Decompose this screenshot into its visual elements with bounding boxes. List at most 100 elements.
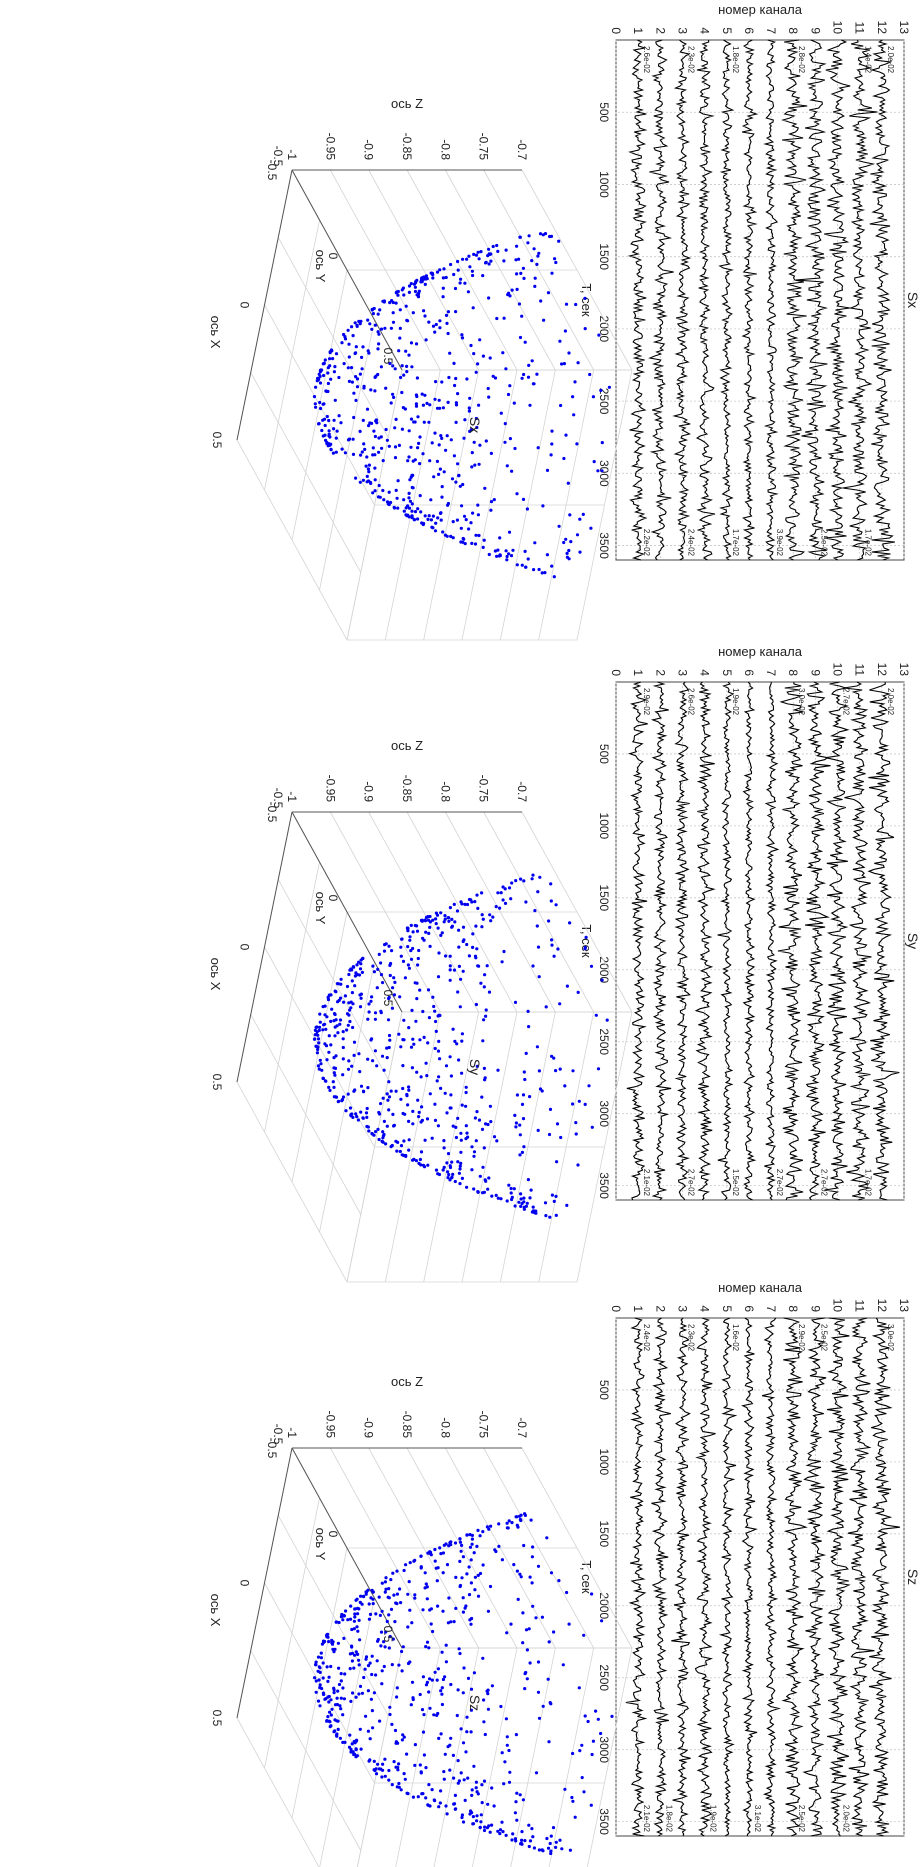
scatter-point xyxy=(503,887,507,891)
scatter-point xyxy=(369,1037,374,1041)
scatter-point xyxy=(507,530,512,534)
scatter-point xyxy=(373,466,377,470)
scatter-point xyxy=(500,960,504,964)
scatter-point xyxy=(469,343,473,348)
scatter-point xyxy=(425,401,429,405)
trace-channel-9 xyxy=(802,1317,827,1837)
scatter-point xyxy=(472,1187,476,1191)
scatter-point xyxy=(397,443,401,447)
scatter-point xyxy=(361,345,365,349)
scatter-point xyxy=(357,1663,361,1667)
scatter-point xyxy=(361,1089,366,1093)
scatter-point xyxy=(437,398,441,402)
scatter-point xyxy=(363,1714,368,1718)
scatter-point xyxy=(471,1822,476,1826)
scatter-point xyxy=(488,1584,493,1589)
scatter-point xyxy=(357,1618,361,1623)
scatter-point xyxy=(537,1848,541,1852)
scatter-point xyxy=(466,1776,470,1780)
scatter-point xyxy=(525,1677,529,1681)
scatter-point xyxy=(521,266,525,270)
scatter-point xyxy=(522,372,526,377)
scatter-point xyxy=(406,1792,410,1796)
scatter-point xyxy=(328,351,332,355)
scatter-point xyxy=(457,928,461,932)
scatter-point xyxy=(355,324,359,328)
scatter-point xyxy=(474,1139,478,1143)
y-tick-label: 13 xyxy=(897,663,911,677)
scatter-point xyxy=(536,1660,541,1664)
channel-scale-left: 2.5e-02 xyxy=(819,1324,828,1352)
scatter-point xyxy=(518,1123,522,1127)
scatter-point xyxy=(380,1682,384,1686)
scatter-point xyxy=(481,274,485,278)
scatter-point xyxy=(565,984,569,988)
channel-scale-left: 2.6e-02 xyxy=(642,46,651,74)
scatter-point xyxy=(387,1033,392,1038)
scatter-point xyxy=(472,252,476,256)
scatter-point xyxy=(412,517,416,522)
scatter-point xyxy=(588,372,592,377)
scatter-point xyxy=(335,1719,339,1723)
scatter-point xyxy=(487,247,491,251)
scatter-point xyxy=(398,995,402,999)
scatter-point xyxy=(328,443,332,447)
scatter-point xyxy=(424,1061,428,1065)
scatter-point xyxy=(325,1015,329,1019)
scatter-point xyxy=(550,271,554,275)
y-tick-label: 2 xyxy=(653,669,667,676)
scatter-point xyxy=(397,349,401,353)
scatter-point xyxy=(433,1009,437,1013)
scatter-point xyxy=(457,474,461,478)
channel-scale-right: 2.2e-02 xyxy=(642,529,651,557)
scatter-point xyxy=(399,1649,404,1654)
scatter-point xyxy=(512,1187,516,1191)
scatter-point xyxy=(347,342,351,346)
scatter-point xyxy=(507,1183,511,1187)
scatter-point xyxy=(524,565,528,569)
scatter-point xyxy=(480,925,484,929)
scatter-point xyxy=(433,1559,437,1563)
scatter-point xyxy=(348,1106,353,1110)
scatter-point xyxy=(398,1149,402,1154)
scatter-point xyxy=(482,1146,486,1150)
scatter-point xyxy=(462,1666,466,1670)
scatter-point xyxy=(452,272,456,277)
scatter-point xyxy=(367,1602,371,1606)
scatter-point xyxy=(419,1075,423,1079)
scatter-point xyxy=(404,349,408,353)
scatter-point xyxy=(428,920,432,924)
scatter-point xyxy=(456,462,460,466)
scatter-point xyxy=(499,891,503,895)
scatter-point xyxy=(318,381,323,385)
scatter-point xyxy=(333,1025,337,1029)
scatter-point xyxy=(465,1185,469,1189)
scatter-point xyxy=(389,1089,393,1093)
scatter-point xyxy=(452,1802,457,1806)
scatter-point xyxy=(537,1716,542,1720)
scatter-point xyxy=(364,1655,369,1659)
scatter-point xyxy=(460,333,464,337)
scatter-point xyxy=(351,437,355,441)
scatter-point xyxy=(482,985,486,989)
y-axis-line xyxy=(291,169,403,371)
scatter-point xyxy=(553,257,557,261)
scatter-point xyxy=(465,1730,469,1734)
scatter-point xyxy=(513,1000,518,1005)
scatter-point xyxy=(417,1161,421,1166)
scatter-point xyxy=(326,389,330,394)
scatter-point xyxy=(373,434,377,439)
scatter-point xyxy=(594,1013,598,1017)
scatter-point xyxy=(371,491,375,495)
scatter-point xyxy=(381,459,385,463)
scatter-point xyxy=(355,963,359,967)
y-tick-label: 2 xyxy=(653,27,667,34)
scatter-point xyxy=(317,1678,321,1682)
scatter-point xyxy=(332,1691,336,1695)
y-tick-label: 0.5 xyxy=(381,1626,395,1643)
scatter-point xyxy=(437,1172,442,1177)
scatter-point xyxy=(418,988,422,992)
scatter-point xyxy=(450,477,455,481)
scatter-point xyxy=(408,1561,412,1565)
scatter-point xyxy=(436,1604,440,1608)
